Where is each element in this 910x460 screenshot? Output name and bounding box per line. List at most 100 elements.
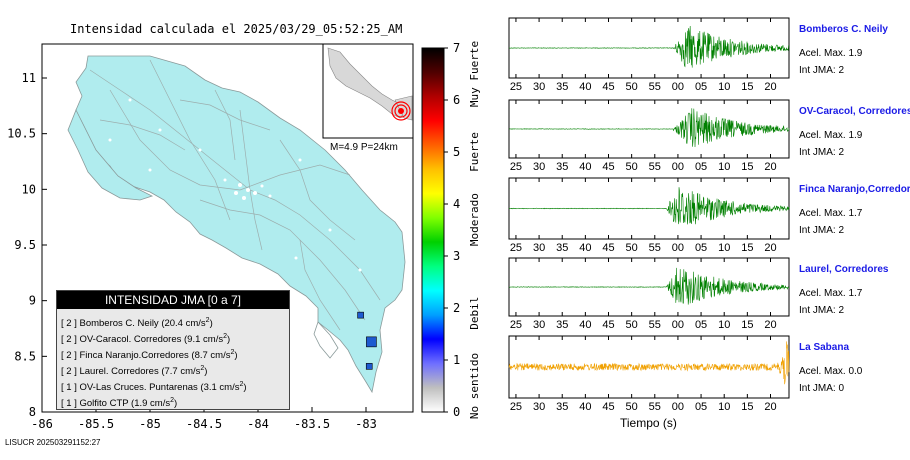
waveform-x-tick: 35 <box>556 81 568 93</box>
waveform-x-tick: 25 <box>510 401 522 413</box>
colorbar-label: Moderado <box>468 193 481 246</box>
waveform-x-tick: 05 <box>695 319 707 331</box>
map-title: Intensidad calculada el 2025/03/29_05:52… <box>70 22 403 36</box>
waveform-x-tick: 15 <box>741 401 753 413</box>
footer-id: LISUCR 202503291152:27 <box>5 438 101 447</box>
waveform-x-tick: 05 <box>695 401 707 413</box>
waveform-x-tick: 35 <box>556 319 568 331</box>
station-marker <box>357 311 364 319</box>
colorbar-label: Fuerte <box>468 132 481 172</box>
station-name: OV-Caracol, Corredores <box>799 106 910 117</box>
map-y-tick: 9 <box>29 294 36 308</box>
waveform-x-tick: 35 <box>556 161 568 173</box>
waveform-x-tick: 10 <box>718 319 730 331</box>
legend-entry: [ 1 ] OV-Las Cruces. Puntarenas (3.1 cm/… <box>61 381 247 394</box>
waveform-x-tick: 10 <box>718 81 730 93</box>
accel-max: Acel. Max. 0.0 <box>799 366 863 377</box>
accel-max: Acel. Max. 1.7 <box>799 288 863 299</box>
map-x-tick: -83.5 <box>294 417 330 431</box>
waveform-x-tick: 10 <box>718 161 730 173</box>
colorbar-tick: 3 <box>453 249 460 263</box>
waveform-x-tick: 45 <box>602 81 614 93</box>
map-x-axis: -86 -85.5 -85 -84.5 -84 -83.5 -83 <box>31 407 377 431</box>
map-y-axis: 11 10.5 10 9.5 9 8.5 8 <box>7 71 47 419</box>
colorbar-label: No sentido <box>468 353 481 419</box>
waveform-x-tick: 10 <box>718 401 730 413</box>
waveform-x-tick: 25 <box>510 319 522 331</box>
legend-entry: [ 2 ] Laurel. Corredores (7.7 cm/s2) <box>61 365 208 378</box>
waveform-x-tick: 35 <box>556 242 568 254</box>
waveform-x-tick: 05 <box>695 81 707 93</box>
waveform-x-tick: 40 <box>579 242 591 254</box>
waveform-x-tick: 20 <box>764 161 776 173</box>
waveform-x-tick: 50 <box>626 161 638 173</box>
intensity-legend: INTENSIDAD JMA [0 a 7] [ 2 ] Bomberos C.… <box>56 290 290 410</box>
map-y-tick: 10 <box>22 182 36 196</box>
waveform-x-tick: 15 <box>741 319 753 331</box>
waveform-x-tick: 25 <box>510 242 522 254</box>
colorbar-tick: 5 <box>453 145 460 159</box>
waveform-x-tick: 50 <box>626 319 638 331</box>
colorbar-tick: 6 <box>453 93 460 107</box>
x-axis-label: Tiempo (s) <box>620 416 677 430</box>
waveform-x-tick: 25 <box>510 161 522 173</box>
waveform-x-tick: 00 <box>672 319 684 331</box>
int-jma: Int JMA: 2 <box>799 65 845 76</box>
map-x-tick: -84 <box>247 417 269 431</box>
accel-max: Acel. Max. 1.9 <box>799 48 863 59</box>
waveform-x-tick: 20 <box>764 401 776 413</box>
int-jma: Int JMA: 2 <box>799 305 845 316</box>
waveform-x-tick: 30 <box>533 319 545 331</box>
waveform-x-tick: 05 <box>695 242 707 254</box>
waveform-x-tick: 40 <box>579 161 591 173</box>
colorbar-tick: 2 <box>453 301 460 315</box>
station-name: La Sabana <box>799 342 850 353</box>
waveform-x-tick: 55 <box>649 161 661 173</box>
waveform-x-tick: 40 <box>579 319 591 331</box>
map-y-tick: 9.5 <box>14 238 36 252</box>
colorbar-label: Muy Fuerte <box>468 41 481 107</box>
waveform-x-tick: 55 <box>649 242 661 254</box>
colorbar-label: Debil <box>468 297 481 330</box>
map-x-tick: -83 <box>355 417 377 431</box>
waveform-x-tick: 20 <box>764 242 776 254</box>
map-y-tick: 11 <box>22 71 36 85</box>
colorbar-tick: 0 <box>453 405 460 419</box>
waveform-x-tick: 55 <box>649 401 661 413</box>
waveform-x-tick: 00 <box>672 242 684 254</box>
colorbar-tick: 7 <box>453 41 460 55</box>
map-x-tick: -86 <box>31 417 53 431</box>
map-x-tick: -85 <box>139 417 161 431</box>
legend-entry: [ 2 ] Finca Naranjo.Corredores (8.7 cm/s… <box>61 349 238 362</box>
epicenter-info: M=4.9 P=24km <box>330 142 398 153</box>
map-x-tick: -84.5 <box>186 417 222 431</box>
map-y-tick: 8.5 <box>14 349 36 363</box>
map-x-tick: -85.5 <box>78 417 114 431</box>
waveform-x-tick: 20 <box>764 319 776 331</box>
waveform-x-tick: 45 <box>602 319 614 331</box>
waveform-x-tick: 00 <box>672 81 684 93</box>
colorbar-tick: 1 <box>453 353 460 367</box>
waveform-x-tick: 55 <box>649 319 661 331</box>
waveform-x-tick: 40 <box>579 401 591 413</box>
legend-title: INTENSIDAD JMA [0 a 7] <box>57 291 289 309</box>
int-jma: Int JMA: 0 <box>799 383 845 394</box>
waveform-x-tick: 35 <box>556 401 568 413</box>
waveform-x-tick: 45 <box>602 242 614 254</box>
colorbar-tick: 4 <box>453 197 460 211</box>
waveform-chart: 25 30 35 40 45 50 55 00 05 10 15 20 25 30 35 40 45 50 55 00… <box>508 17 790 413</box>
waveform-x-tick: 10 <box>718 242 730 254</box>
waveform-x-tick: 15 <box>741 81 753 93</box>
waveform-trace <box>508 341 790 385</box>
accel-max: Acel. Max. 1.7 <box>799 208 863 219</box>
waveform-x-tick: 00 <box>672 401 684 413</box>
station-name: Laurel, Corredores <box>799 264 889 275</box>
waveform-trace <box>508 267 790 305</box>
waveform-x-tick: 15 <box>741 242 753 254</box>
station-marker <box>366 336 377 348</box>
legend-entry: [ 2 ] Bomberos C. Neily (20.4 cm/s2) <box>61 317 213 330</box>
waveform-x-tick: 50 <box>626 81 638 93</box>
waveform-x-tick: 30 <box>533 81 545 93</box>
station-name: Bomberos C. Neily <box>799 24 888 35</box>
station-marker <box>365 363 373 370</box>
